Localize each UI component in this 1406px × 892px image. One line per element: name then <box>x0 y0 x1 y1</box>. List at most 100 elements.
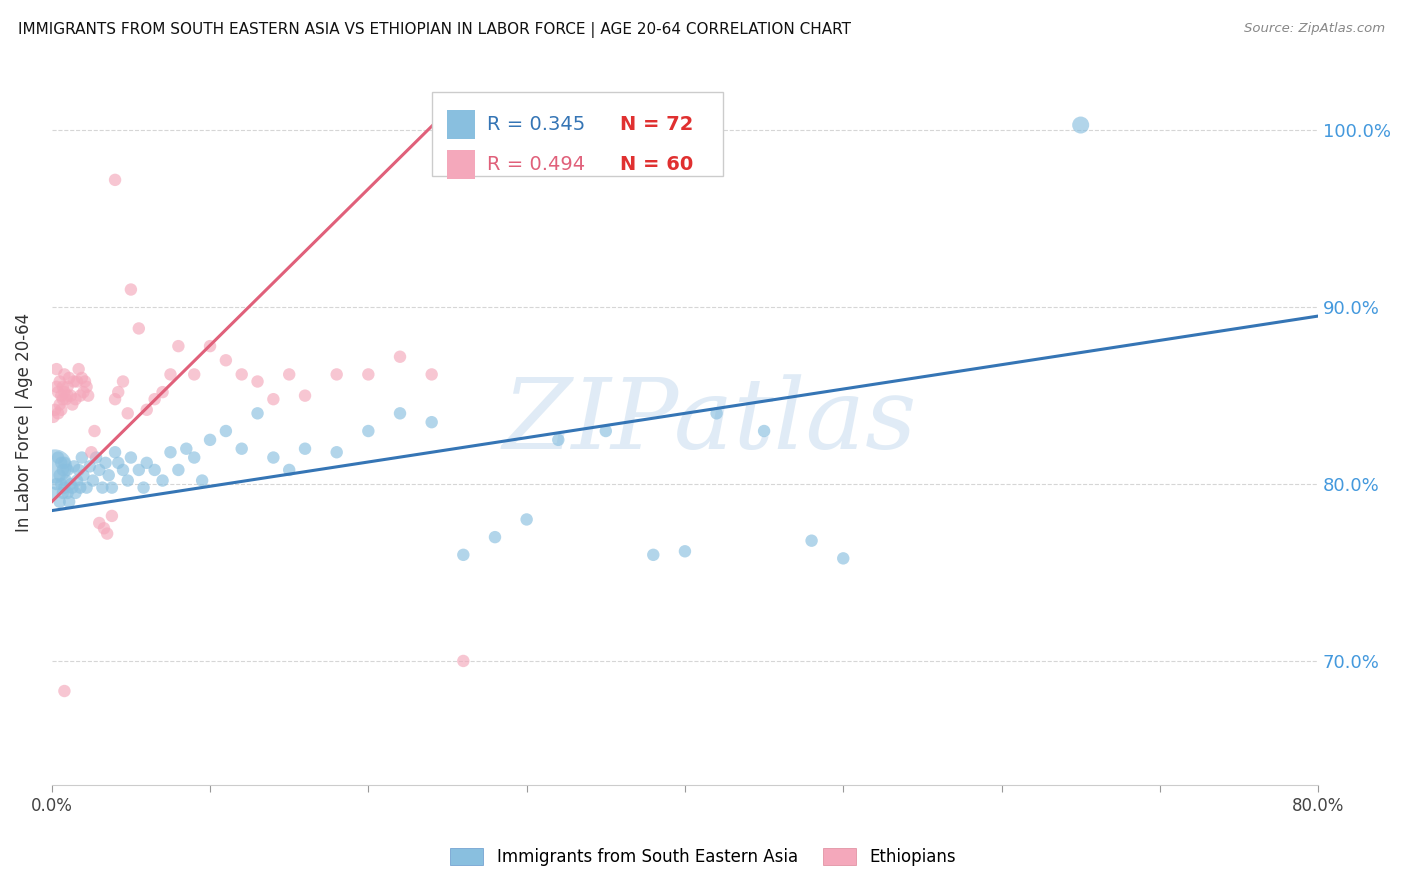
Point <box>69 389 91 403</box>
Point <box>58 495 80 509</box>
Point <box>135 402 157 417</box>
Point <box>262 392 284 407</box>
Point <box>89 463 111 477</box>
Point <box>70 450 93 465</box>
Point <box>167 463 190 477</box>
Point <box>752 424 775 438</box>
Point <box>51 402 73 417</box>
Point <box>72 385 94 400</box>
Point <box>800 533 823 548</box>
Point <box>42 486 65 500</box>
Point <box>159 445 181 459</box>
Point <box>516 512 538 526</box>
Legend: Immigrants from South Eastern Asia, Ethiopians: Immigrants from South Eastern Asia, Ethi… <box>441 840 965 875</box>
Point <box>89 516 111 530</box>
Point <box>66 474 89 488</box>
Text: IMMIGRANTS FROM SOUTH EASTERN ASIA VS ETHIOPIAN IN LABOR FORCE | AGE 20-64 CORRE: IMMIGRANTS FROM SOUTH EASTERN ASIA VS ET… <box>18 22 851 38</box>
Point <box>278 463 301 477</box>
Point <box>69 481 91 495</box>
Point <box>56 463 79 477</box>
Text: ZIPatlas: ZIPatlas <box>503 375 918 470</box>
Point <box>72 468 94 483</box>
Point <box>65 392 87 407</box>
Point <box>52 463 75 477</box>
Point <box>278 368 301 382</box>
Point <box>45 380 67 394</box>
Point <box>388 350 411 364</box>
Point <box>53 385 76 400</box>
Point <box>65 486 87 500</box>
Point <box>595 424 617 438</box>
Point <box>53 481 76 495</box>
Point <box>159 368 181 382</box>
Point <box>48 468 70 483</box>
Point <box>67 362 90 376</box>
Point <box>832 551 855 566</box>
Point <box>183 368 205 382</box>
Point <box>53 684 76 698</box>
Point <box>132 481 155 495</box>
Point <box>44 459 66 474</box>
Point <box>52 486 75 500</box>
Point <box>198 339 221 353</box>
Point <box>67 463 90 477</box>
Point <box>48 375 70 389</box>
Point <box>56 389 79 403</box>
Point <box>101 508 124 523</box>
Point <box>1070 118 1092 132</box>
Text: N = 60: N = 60 <box>620 155 693 174</box>
Point <box>97 468 120 483</box>
Point <box>45 362 67 376</box>
Point <box>56 486 79 500</box>
Point <box>120 283 142 297</box>
Point <box>53 368 76 382</box>
Point <box>325 445 347 459</box>
Point <box>48 397 70 411</box>
Point <box>42 409 65 424</box>
Point <box>215 424 238 438</box>
Point <box>128 321 150 335</box>
Point <box>60 397 83 411</box>
Point <box>357 368 380 382</box>
Point <box>70 371 93 385</box>
Point <box>198 433 221 447</box>
Point <box>48 495 70 509</box>
Point <box>73 375 96 389</box>
Point <box>246 406 269 420</box>
Text: N = 72: N = 72 <box>620 115 693 135</box>
Point <box>231 368 253 382</box>
Point <box>388 406 411 420</box>
Point <box>104 445 127 459</box>
Point <box>80 445 103 459</box>
Point <box>76 481 98 495</box>
Point <box>52 380 75 394</box>
Point <box>79 459 101 474</box>
FancyBboxPatch shape <box>447 111 475 139</box>
Point <box>83 424 105 438</box>
Point <box>46 406 69 420</box>
Point <box>120 450 142 465</box>
Point <box>453 548 475 562</box>
Point <box>246 375 269 389</box>
FancyBboxPatch shape <box>447 150 475 179</box>
Point <box>107 456 129 470</box>
Point <box>643 548 665 562</box>
Point <box>51 389 73 403</box>
Point <box>101 481 124 495</box>
Point <box>94 456 117 470</box>
Point <box>117 406 139 420</box>
Point <box>420 368 443 382</box>
Point <box>60 481 83 495</box>
Point <box>59 477 82 491</box>
Point <box>111 463 134 477</box>
Point <box>152 474 174 488</box>
Point <box>453 654 475 668</box>
Point <box>152 385 174 400</box>
FancyBboxPatch shape <box>432 92 723 176</box>
Point <box>58 371 80 385</box>
Point <box>66 375 89 389</box>
Point <box>52 392 75 407</box>
Point <box>107 385 129 400</box>
Point <box>325 368 347 382</box>
Point <box>84 450 107 465</box>
